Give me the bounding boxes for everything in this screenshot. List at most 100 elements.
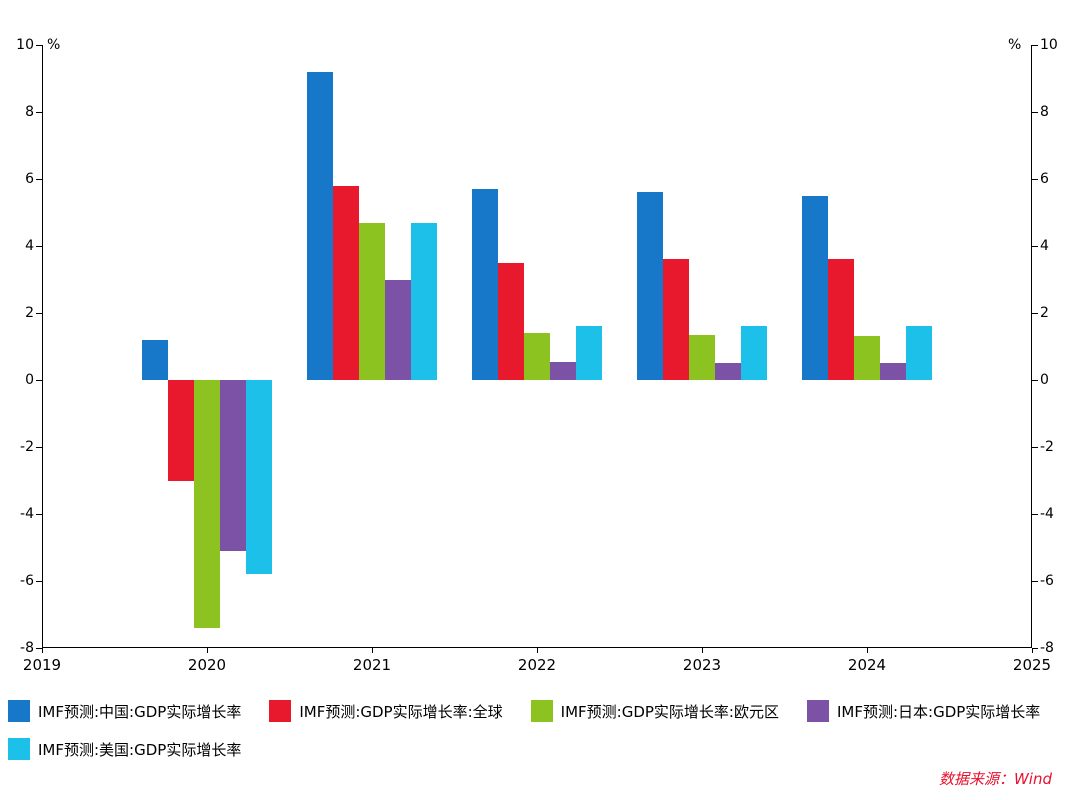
bar xyxy=(689,334,715,380)
legend-label: IMF预测:美国:GDP实际增长率 xyxy=(38,740,242,759)
x-tick-mark xyxy=(702,648,703,653)
x-tick-label: 2023 xyxy=(682,656,722,674)
bar xyxy=(411,222,437,380)
bar xyxy=(828,259,854,380)
legend-row: IMF预测:美国:GDP实际增长率 xyxy=(8,738,1074,760)
bar xyxy=(246,380,272,575)
y-tick-label-left: 10 xyxy=(16,37,34,53)
bar xyxy=(802,195,828,380)
x-tick-mark xyxy=(372,648,373,653)
y-tick-mark-right xyxy=(1032,313,1038,314)
data-source-label: 数据来源：Wind xyxy=(938,770,1052,788)
bar xyxy=(194,380,220,628)
legend: IMF预测:中国:GDP实际增长率 IMF预测:GDP实际增长率:全球 IMF预测:… xyxy=(8,700,1074,776)
y-tick-label-right: -8 xyxy=(1040,640,1054,656)
bar xyxy=(307,71,333,380)
x-tick-mark xyxy=(207,648,208,653)
x-tick-label: 2019 xyxy=(22,656,62,674)
bar xyxy=(168,380,194,481)
bar xyxy=(472,189,498,380)
bar xyxy=(142,339,168,380)
bar xyxy=(663,259,689,380)
y-tick-mark-right xyxy=(1032,514,1038,515)
y-tick-label-right: 6 xyxy=(1040,171,1049,187)
legend-swatch xyxy=(8,738,30,760)
x-tick-mark xyxy=(537,648,538,653)
y-tick-mark-right xyxy=(1032,246,1038,247)
bar xyxy=(854,336,880,380)
y-tick-label-right: 4 xyxy=(1040,238,1049,254)
legend-item: IMF预测:美国:GDP实际增长率 xyxy=(8,738,241,760)
y-tick-label-left: -4 xyxy=(20,506,34,522)
y-tick-label-right: 2 xyxy=(1040,305,1049,321)
x-tick-mark xyxy=(1032,648,1033,653)
bar xyxy=(385,279,411,380)
bar xyxy=(576,326,602,380)
x-tick-label: 2020 xyxy=(187,656,227,674)
y-tick-mark-left xyxy=(36,313,42,314)
y-tick-label-right: 0 xyxy=(1040,372,1049,388)
y-tick-label-right: -4 xyxy=(1040,506,1054,522)
legend-item: IMF预测:日本:GDP实际增长率 xyxy=(806,700,1041,722)
bar xyxy=(498,262,524,380)
y-tick-label-left: 4 xyxy=(25,238,34,254)
bar xyxy=(524,333,550,380)
legend-label: IMF预测:GDP实际增长率:欧元区 xyxy=(560,702,779,721)
legend-label: IMF预测:GDP实际增长率:全球 xyxy=(299,702,503,721)
x-tick-label: 2021 xyxy=(352,656,392,674)
y-tick-mark-left xyxy=(36,45,42,46)
x-tick-mark xyxy=(867,648,868,653)
y-tick-mark-left xyxy=(36,514,42,515)
y-tick-mark-left xyxy=(36,246,42,247)
y-tick-label-left: -2 xyxy=(20,439,34,455)
legend-swatch xyxy=(269,700,292,722)
y-tick-label-left: -6 xyxy=(20,573,34,589)
y-tick-mark-left xyxy=(36,581,42,582)
y-tick-label-left: 8 xyxy=(25,104,34,120)
bar xyxy=(333,185,359,380)
legend-swatch xyxy=(806,700,829,722)
bar xyxy=(741,326,767,380)
bar xyxy=(637,192,663,380)
y-tick-mark-left xyxy=(36,112,42,113)
y-tick-mark-right xyxy=(1032,380,1038,381)
y-axis-unit-left: % xyxy=(47,37,61,53)
legend-item: IMF预测:GDP实际增长率:欧元区 xyxy=(530,700,779,722)
y-tick-label-left: 0 xyxy=(25,372,34,388)
y-axis-unit-right: % xyxy=(1008,37,1022,53)
y-tick-label-right: 8 xyxy=(1040,104,1049,120)
legend-swatch xyxy=(530,700,553,722)
legend-swatch xyxy=(8,700,30,722)
y-tick-mark-right xyxy=(1032,112,1038,113)
y-tick-label-left: 2 xyxy=(25,305,34,321)
y-tick-mark-right xyxy=(1032,179,1038,180)
legend-label: IMF预测:中国:GDP实际增长率 xyxy=(38,702,242,721)
y-tick-mark-left xyxy=(36,380,42,381)
bar xyxy=(906,326,932,380)
y-tick-mark-right xyxy=(1032,648,1038,649)
legend-item: IMF预测:GDP实际增长率:全球 xyxy=(269,700,503,722)
y-tick-label-right: 10 xyxy=(1040,37,1058,53)
y-tick-label-right: -6 xyxy=(1040,573,1054,589)
y-tick-mark-right xyxy=(1032,447,1038,448)
legend-item: IMF预测:中国:GDP实际增长率 xyxy=(8,700,241,722)
y-tick-mark-left xyxy=(36,648,42,649)
legend-row: IMF预测:中国:GDP实际增长率 IMF预测:GDP实际增长率:全球 IMF预测:… xyxy=(8,700,1074,722)
bar xyxy=(880,363,906,380)
y-tick-mark-right xyxy=(1032,45,1038,46)
y-tick-label-left: -8 xyxy=(20,640,34,656)
x-tick-label: 2022 xyxy=(517,656,557,674)
bar xyxy=(550,361,576,380)
x-tick-label: 2025 xyxy=(1012,656,1052,674)
y-tick-label-left: 6 xyxy=(25,171,34,187)
x-tick-label: 2024 xyxy=(847,656,887,674)
y-tick-mark-right xyxy=(1032,581,1038,582)
y-tick-mark-left xyxy=(36,179,42,180)
y-tick-mark-left xyxy=(36,447,42,448)
bar xyxy=(359,222,385,380)
y-tick-label-right: -2 xyxy=(1040,439,1054,455)
x-tick-mark xyxy=(42,648,43,653)
bar xyxy=(220,380,246,551)
legend-label: IMF预测:日本:GDP实际增长率 xyxy=(836,702,1041,721)
